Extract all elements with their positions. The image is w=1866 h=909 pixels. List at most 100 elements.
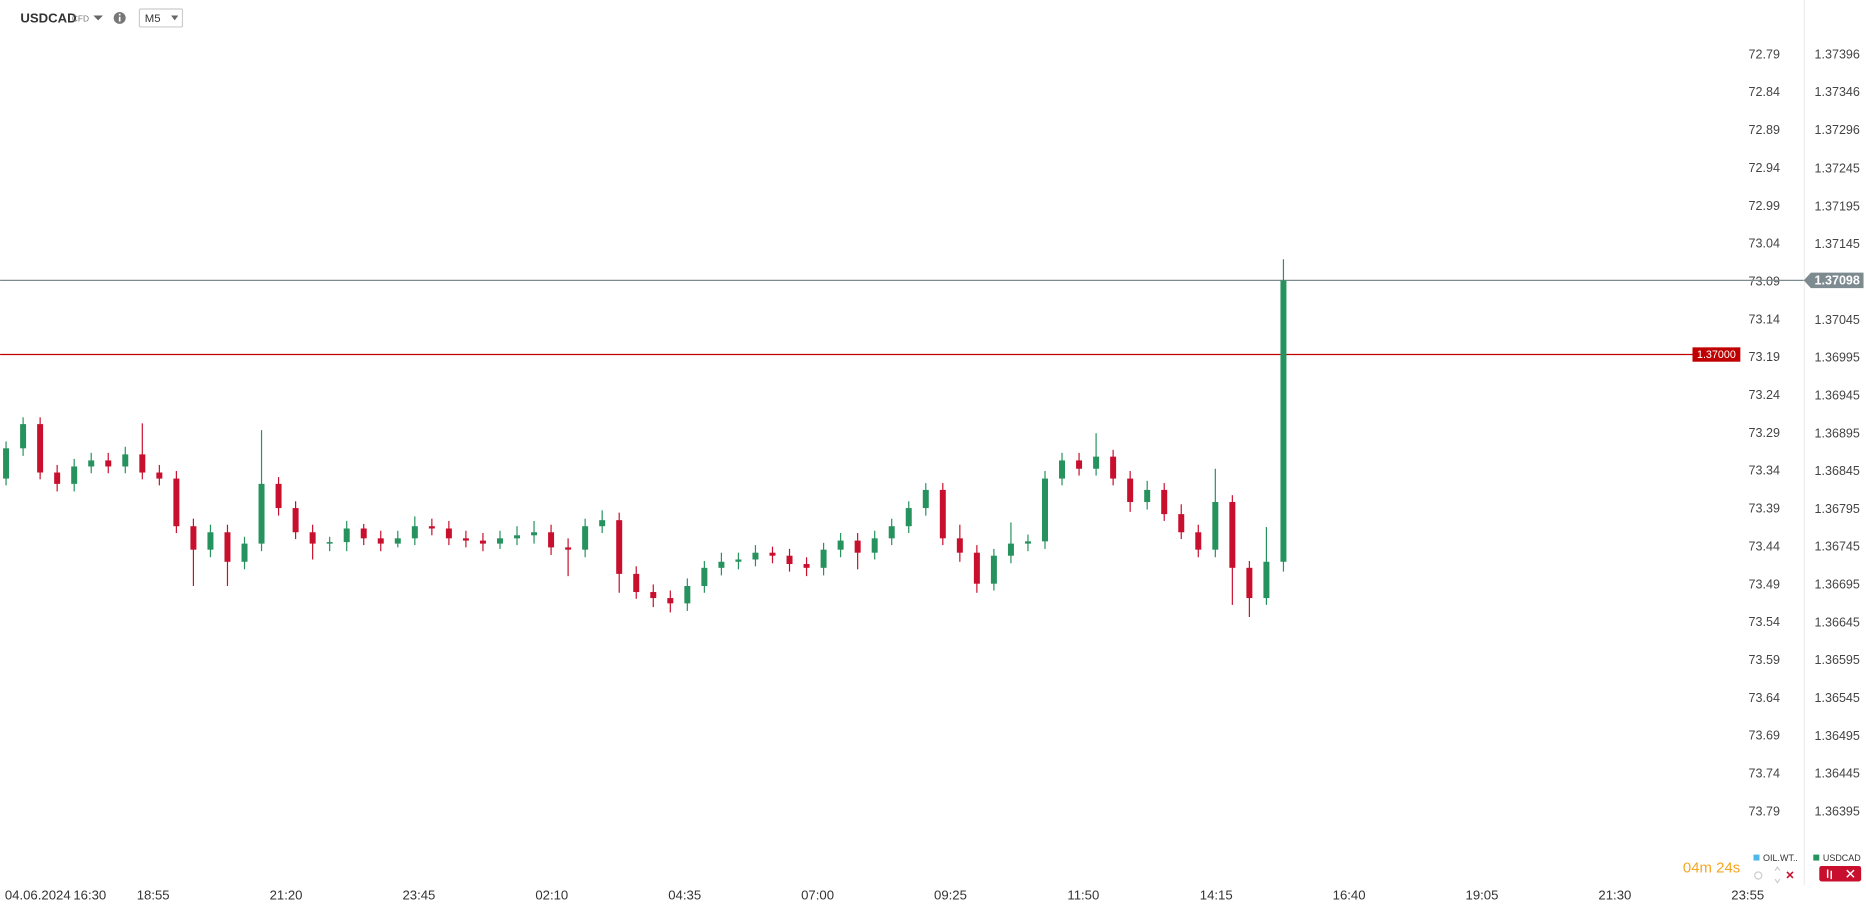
candle-body [1042,478,1048,542]
x-tick-label: 16:30 [73,887,106,902]
symbol-dropdown[interactable] [93,15,103,21]
candle-body [616,520,623,574]
candle-body [990,555,997,584]
y-tick-label: 1.36795 [1815,502,1860,516]
candle-body [411,526,418,539]
candle-body [548,532,555,548]
x-tick-label: 04:35 [668,887,701,902]
candle-body [803,564,810,568]
candle-body [1127,478,1134,503]
candle-body [888,526,895,539]
chart-type-button[interactable] [1819,865,1862,882]
candle-body [190,526,197,550]
info-icon-bar [118,16,121,22]
candle-body [1212,502,1219,550]
y-tick-label: 1.36845 [1815,464,1860,478]
timeframe-arrow [171,15,179,21]
candle-body [735,559,742,562]
candle-body [905,508,912,527]
info-icon-dot [118,13,121,16]
y2-tick-label: 72.89 [1749,123,1780,137]
move-icon[interactable] [1774,866,1781,884]
candle-body [360,528,367,539]
button-icons [1826,869,1855,880]
candle-body [275,483,282,509]
candle-body [922,489,929,509]
candle-body [173,478,180,527]
symbol-tag: CFD [72,13,89,23]
legend-label: USDCAD [1823,853,1861,863]
candle-body [394,538,401,544]
candle-body [514,535,521,539]
x-tick-label: 11:50 [1067,887,1099,902]
candle-body [752,552,759,560]
candle-body [3,448,10,479]
price-label-box [1692,347,1741,362]
candle-body [769,552,776,556]
y2-tick-label: 72.84 [1749,85,1780,99]
y2-tick-label: 73.74 [1749,767,1780,781]
candle-body [326,542,333,544]
y-tick-label: 1.37045 [1815,313,1860,327]
candle-body [956,538,963,553]
y2-tick-label: 73.79 [1749,804,1780,818]
y2-tick-label: 73.24 [1749,388,1780,402]
x-tick-label: 18:55 [137,887,170,902]
y2-tick-label: 73.49 [1749,577,1780,591]
y2-tick-label: 72.79 [1749,47,1780,61]
candle-body [684,585,691,604]
y2-tick-label: 73.44 [1749,539,1780,553]
x-tick-label: 21:20 [270,887,303,902]
candle-body [1024,541,1031,544]
candle-body [71,466,78,484]
candle-body [1263,561,1270,599]
countdown: 04m 24s [1683,859,1740,876]
candle-body [1110,456,1117,479]
y-tick-label: 1.36595 [1815,653,1860,667]
timeframe-select[interactable] [138,8,184,28]
candle-body [377,538,384,544]
candle-body [462,538,469,541]
y-tick-label: 1.36895 [1815,426,1860,440]
candle-body [37,424,44,473]
legend-tools [1754,865,1862,884]
y2-tick-label: 73.14 [1749,312,1780,326]
x-tick-label: 07:00 [801,887,834,902]
legend-label: OIL.WT.. [1763,853,1798,863]
candle-body [1246,567,1253,599]
candle-body [54,472,61,484]
candle-body [241,543,248,562]
candle-body [1093,456,1100,469]
visibility-icon[interactable] [1754,871,1763,880]
x-tick-label: 14:15 [1200,887,1233,902]
candle-body [820,549,827,568]
y2-tick-label: 72.94 [1749,161,1780,175]
candle-body [531,532,538,536]
x-tick-label: 23:45 [402,887,435,902]
y-tick-label: 1.36695 [1815,578,1860,592]
candle-body [633,573,640,593]
y-tick-label: 1.36995 [1815,351,1860,365]
candle-body [1229,502,1236,568]
candle-body [496,538,503,544]
y2-tick-label: 73.04 [1749,237,1780,251]
candle-body [599,520,606,527]
y2-tick-label: 73.29 [1749,426,1780,440]
y-tick-label: 1.36545 [1815,691,1860,705]
x-tick-label: 23:55 [1731,887,1764,902]
y2-tick-label: 72.99 [1749,199,1780,213]
candle-body [479,540,486,544]
candle-body [718,561,725,568]
remove-icon[interactable] [1786,871,1794,879]
candle-body [139,454,146,473]
candle-body [156,472,163,479]
symbol[interactable]: USDCAD [20,11,76,26]
y-tick-label: 1.37346 [1815,85,1860,99]
y-tick-label: 1.36495 [1815,729,1860,743]
candle-body [428,526,435,529]
candle-body [20,424,27,449]
candle-body [1178,514,1185,533]
candle-body [1144,489,1151,503]
y-tick-label: 1.37296 [1815,123,1860,137]
